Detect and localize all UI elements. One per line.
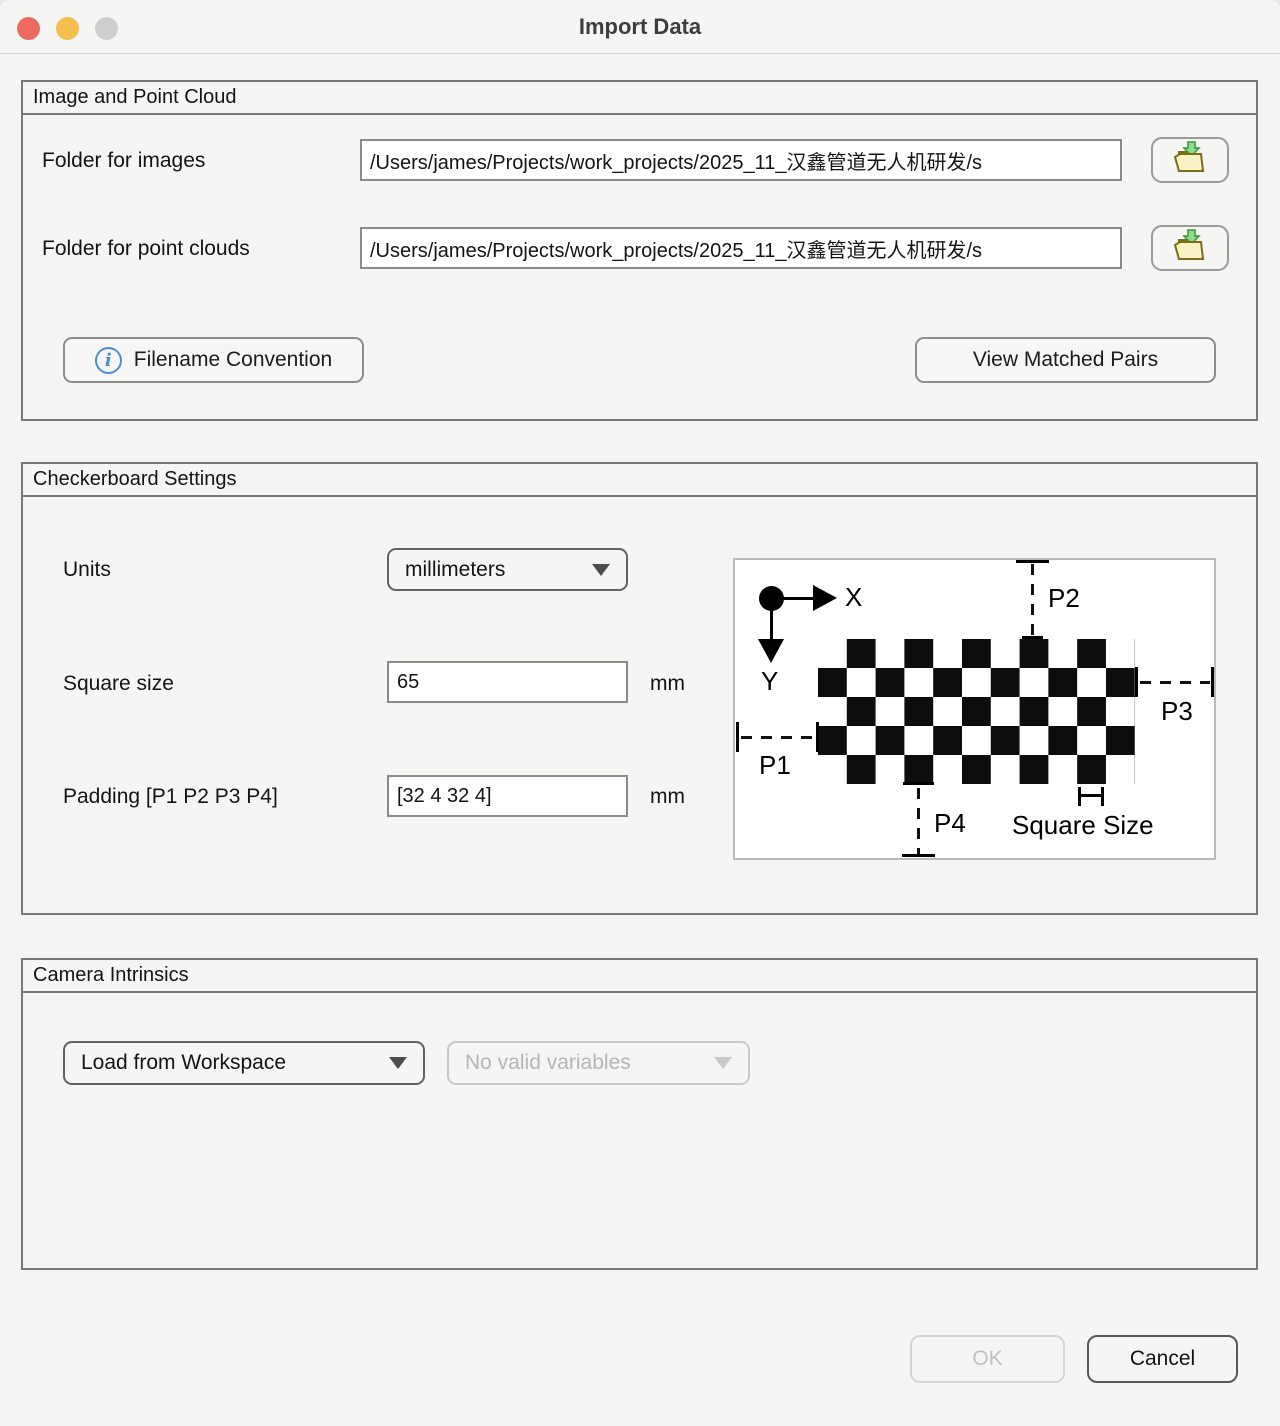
open-folder-import-icon (1169, 228, 1211, 269)
intrinsics-variable-selected-value: No valid variables (465, 1051, 631, 1074)
p2-tick-bottom (1022, 636, 1043, 639)
square-size-input[interactable] (387, 661, 628, 703)
p1-dashed-line (741, 736, 816, 739)
square-size-unit-label: mm (650, 672, 685, 695)
x-axis-arrowhead-icon (813, 585, 837, 611)
filename-convention-button[interactable]: i Filename Convention (63, 337, 364, 383)
intrinsics-variable-dropdown: No valid variables (447, 1041, 750, 1085)
p2-tick-top (1016, 560, 1049, 563)
checkerboard-diagram: X Y P2 P3 P1 P4 Square Size (733, 558, 1216, 860)
cancel-button-label: Cancel (1129, 1347, 1196, 1370)
padding-input[interactable] (387, 775, 628, 817)
x-axis-label: X (845, 582, 863, 612)
padding-label: Padding [P1 P2 P3 P4] (63, 785, 278, 808)
browse-point-clouds-folder-button[interactable] (1151, 225, 1229, 271)
minimize-window-button[interactable] (56, 17, 79, 40)
dialog-title: Import Data (578, 14, 702, 39)
p2-dashed-line (1031, 564, 1034, 637)
padding-unit-label: mm (650, 785, 685, 808)
ok-button-label: OK (972, 1347, 1003, 1370)
browse-images-folder-button[interactable] (1151, 137, 1229, 183)
p3-tick-left (1135, 667, 1138, 697)
y-axis-line (770, 598, 773, 640)
p3-label: P3 (1161, 696, 1193, 726)
section-camera-intrinsics: Camera Intrinsics (21, 958, 1258, 1270)
y-axis-label: Y (761, 666, 779, 696)
intrinsics-source-dropdown[interactable]: Load from Workspace (63, 1041, 425, 1085)
cancel-button[interactable]: Cancel (1087, 1335, 1238, 1383)
p3-dashed-line (1140, 681, 1210, 684)
zoom-window-button (95, 17, 118, 40)
p2-label: P2 (1048, 583, 1080, 613)
filename-convention-label: Filename Convention (133, 348, 333, 371)
p1-tick-right (816, 722, 819, 752)
chevron-down-icon (592, 563, 610, 576)
folder-for-images-input[interactable] (360, 139, 1122, 181)
folder-for-point-clouds-input[interactable] (360, 227, 1122, 269)
p4-label: P4 (934, 808, 966, 838)
chevron-down-icon (714, 1057, 732, 1069)
p1-tick-left (736, 722, 739, 752)
units-label: Units (63, 558, 111, 581)
square-size-tick-left (1078, 787, 1081, 806)
square-size-tick-right (1101, 787, 1104, 806)
info-icon: i (94, 346, 122, 374)
checkerboard-pattern (818, 639, 1135, 784)
chevron-down-icon (389, 1057, 407, 1069)
p4-tick-bottom (902, 854, 935, 857)
units-selected-value: millimeters (405, 557, 506, 581)
p4-dashed-line (917, 788, 920, 854)
close-window-button[interactable] (17, 17, 40, 40)
open-folder-import-icon (1169, 140, 1211, 181)
section-title: Camera Intrinsics (23, 960, 1256, 993)
p3-tick-right (1211, 667, 1214, 697)
square-size-label: Square size (63, 672, 174, 695)
section-title: Image and Point Cloud (23, 82, 1256, 115)
view-matched-pairs-label: View Matched Pairs (972, 348, 1159, 371)
title-bar: Import Data (0, 0, 1280, 54)
p4-tick-top (903, 782, 934, 785)
p1-label: P1 (759, 750, 791, 780)
intrinsics-source-selected-value: Load from Workspace (81, 1051, 287, 1074)
square-size-diagram-label: Square Size (1012, 810, 1154, 840)
x-axis-line (771, 597, 819, 600)
folder-for-point-clouds-label: Folder for point clouds (42, 237, 250, 260)
folder-for-images-label: Folder for images (42, 149, 206, 172)
section-title: Checkerboard Settings (23, 464, 1256, 497)
view-matched-pairs-button[interactable]: View Matched Pairs (915, 337, 1216, 383)
ok-button[interactable]: OK (910, 1335, 1065, 1383)
units-dropdown[interactable]: millimeters (387, 548, 628, 591)
y-axis-arrowhead-icon (758, 639, 784, 663)
square-size-bracket-line (1080, 794, 1102, 797)
